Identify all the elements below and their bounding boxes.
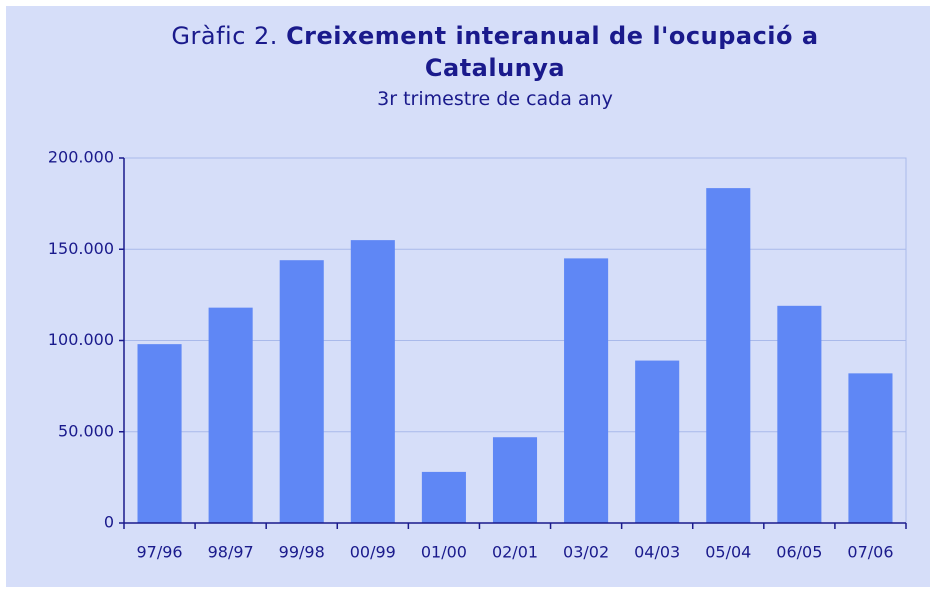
x-tick-label: 04/03 xyxy=(634,543,680,562)
titles: Gràfic 2. Creixement interanual de l'ocu… xyxy=(120,20,870,110)
bar xyxy=(492,437,538,523)
y-tick-label: 0 xyxy=(104,513,114,532)
chart-title-block: Gràfic 2. Creixement interanual de l'ocu… xyxy=(120,20,870,84)
x-tick-label: 01/00 xyxy=(421,543,467,562)
y-tick-label: 100.000 xyxy=(48,330,114,349)
bar xyxy=(635,360,680,523)
bar xyxy=(421,471,466,523)
x-tick-label: 97/96 xyxy=(136,543,182,562)
x-tick-label: 98/97 xyxy=(208,543,254,562)
chart-subtitle: 3r trimestre de cada any xyxy=(377,88,613,110)
x-tick-label: 05/04 xyxy=(705,543,751,562)
bar xyxy=(777,305,822,523)
chart-title-prefix: Gràfic 2. xyxy=(171,22,278,50)
bar xyxy=(848,373,893,523)
bar xyxy=(208,307,253,523)
bar xyxy=(137,344,182,523)
x-tick-label: 99/98 xyxy=(279,543,325,562)
x-tick-label: 00/99 xyxy=(350,543,396,562)
x-tick-label: 06/05 xyxy=(776,543,822,562)
bar xyxy=(564,258,609,523)
x-tick-label: 02/01 xyxy=(492,543,538,562)
y-tick-label: 200.000 xyxy=(48,148,114,167)
bar xyxy=(350,240,395,523)
bar xyxy=(279,260,324,523)
bar xyxy=(706,188,751,524)
y-tick-label: 50.000 xyxy=(58,421,114,440)
x-tick-label: 03/02 xyxy=(563,543,609,562)
chart-title: Creixement interanual de l'ocupació a Ca… xyxy=(286,22,819,82)
x-tick-label: 07/06 xyxy=(847,543,893,562)
y-tick-label: 150.000 xyxy=(48,239,114,258)
